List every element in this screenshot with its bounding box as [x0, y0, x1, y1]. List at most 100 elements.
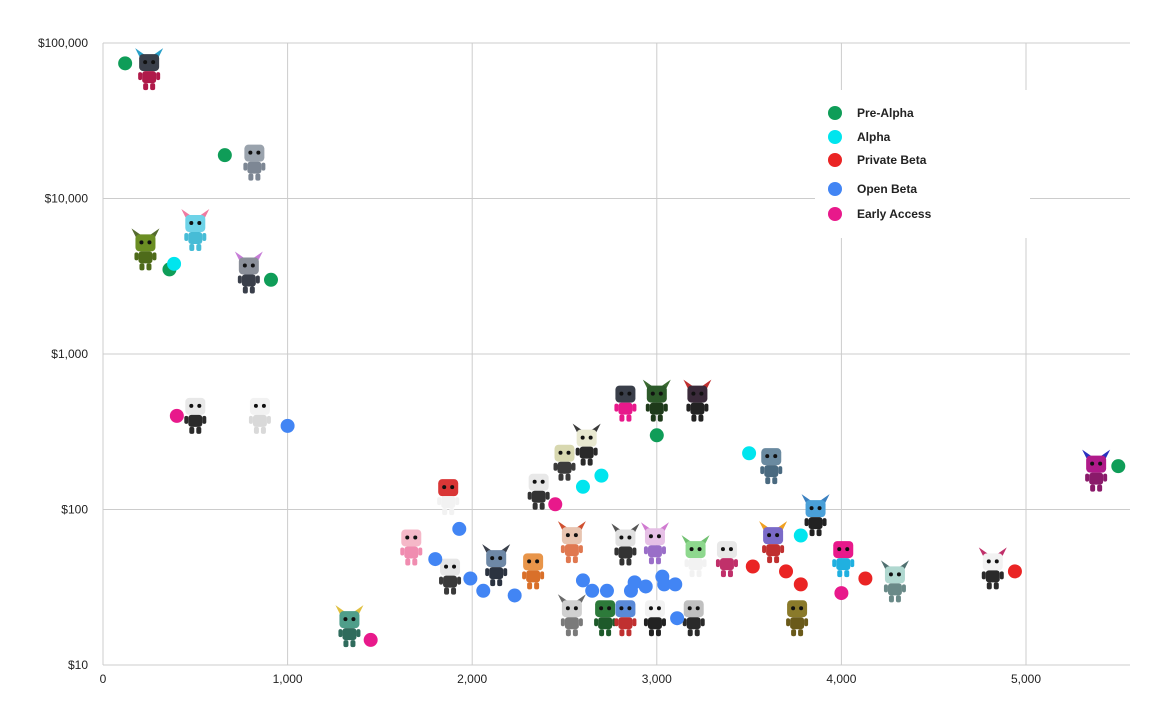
figurine-head — [238, 257, 259, 275]
legend-label: Alpha — [857, 130, 891, 144]
legend-label: Early Access — [857, 207, 932, 221]
figurine-arm — [237, 275, 242, 284]
figurine-leg — [572, 629, 578, 637]
figurine-arm — [684, 559, 689, 568]
figurine-eye — [143, 60, 148, 65]
figurine-head — [763, 527, 784, 545]
figurine-leg — [619, 558, 625, 566]
figurine-leg — [895, 595, 901, 603]
figurine-head — [615, 529, 636, 547]
figurine-eye — [147, 240, 152, 245]
figurine — [557, 521, 586, 564]
figurine-arm — [632, 547, 637, 556]
figurine-leg — [150, 83, 156, 91]
figurine-head — [528, 473, 549, 491]
figurine — [760, 448, 783, 485]
data-point — [463, 571, 478, 586]
figurine-arm — [503, 568, 508, 577]
figurine-eye — [699, 391, 704, 396]
figurine-eye — [775, 533, 780, 538]
y-tick-label: $1,000 — [51, 347, 88, 361]
figurine-leg — [986, 582, 992, 590]
figurine-arm — [560, 618, 565, 627]
figurine-eye — [799, 606, 804, 611]
figurine-arm — [138, 72, 143, 81]
figurine-eye — [442, 485, 447, 490]
figurine-eye — [791, 606, 796, 611]
figurine-leg — [816, 529, 822, 537]
figurine-arm — [152, 252, 157, 261]
x-tick-label: 0 — [100, 672, 107, 686]
figurine-eye — [413, 535, 418, 540]
legend-label: Private Beta — [857, 153, 927, 167]
figurine-body — [618, 617, 633, 630]
figurine-leg — [444, 587, 450, 595]
x-tick-label: 4,000 — [826, 672, 856, 686]
legend-marker — [828, 130, 842, 144]
figurine-arm — [400, 547, 405, 556]
data-point — [649, 428, 664, 443]
data-points — [118, 56, 1126, 647]
y-tick-label: $10,000 — [45, 192, 89, 206]
figurine-eye — [558, 450, 563, 455]
figurine — [682, 600, 705, 637]
figurine-head — [982, 553, 1003, 571]
figurine — [643, 600, 666, 637]
figurine — [527, 473, 550, 510]
figurine-leg — [587, 458, 593, 466]
figurine-eye — [896, 572, 901, 577]
figurine-eye — [658, 391, 663, 396]
figurine-leg — [260, 426, 266, 434]
figurine-leg — [993, 582, 999, 590]
figurine-eye — [498, 556, 503, 561]
figurine-eye — [695, 606, 700, 611]
figurine-arm — [832, 559, 837, 568]
data-point — [1007, 564, 1022, 579]
figurine-head — [185, 214, 206, 232]
figurine-head — [646, 385, 667, 403]
data-point — [575, 573, 590, 588]
figurine-arm — [578, 618, 583, 627]
figurine-leg — [253, 426, 259, 434]
figurine — [681, 535, 710, 578]
figurine — [181, 208, 210, 251]
figurine-arm — [248, 415, 253, 424]
figurine-eye — [452, 564, 457, 569]
figurine-leg — [497, 579, 503, 587]
figurine-leg — [242, 286, 248, 294]
figurine-eye — [256, 150, 261, 155]
figurine-eye — [535, 559, 540, 564]
figurine-body — [985, 570, 1000, 583]
figurine-eye — [351, 617, 356, 622]
figurine-arm — [485, 568, 490, 577]
figurine-body — [138, 251, 153, 264]
figurine-leg — [189, 426, 195, 434]
figurine-eye — [720, 547, 725, 552]
figurine-eye — [573, 533, 578, 538]
figurine-leg — [189, 243, 195, 251]
figurine-body — [142, 71, 157, 84]
figurine-eye — [197, 403, 202, 408]
figurine-head — [805, 500, 826, 518]
figurine-body — [836, 558, 851, 571]
figurine-arm — [266, 415, 271, 424]
figurine — [522, 553, 545, 590]
data-point — [1111, 459, 1126, 474]
figurine-eye — [648, 606, 653, 611]
figurine-eye — [689, 547, 694, 552]
x-tick-label: 5,000 — [1011, 672, 1041, 686]
figurine-leg — [442, 508, 448, 516]
figurine-eye — [189, 403, 194, 408]
figurine-eye — [540, 479, 545, 484]
figurine — [131, 228, 160, 271]
figurine-arm — [780, 545, 785, 554]
figurine-body — [790, 617, 805, 630]
figurine-body — [719, 558, 734, 571]
figurine-leg — [534, 582, 540, 590]
figurine-eye — [888, 572, 893, 577]
figurine-leg — [626, 414, 632, 422]
figurine-arm — [981, 571, 986, 580]
data-point — [548, 497, 563, 512]
figurine-arm — [901, 584, 906, 593]
